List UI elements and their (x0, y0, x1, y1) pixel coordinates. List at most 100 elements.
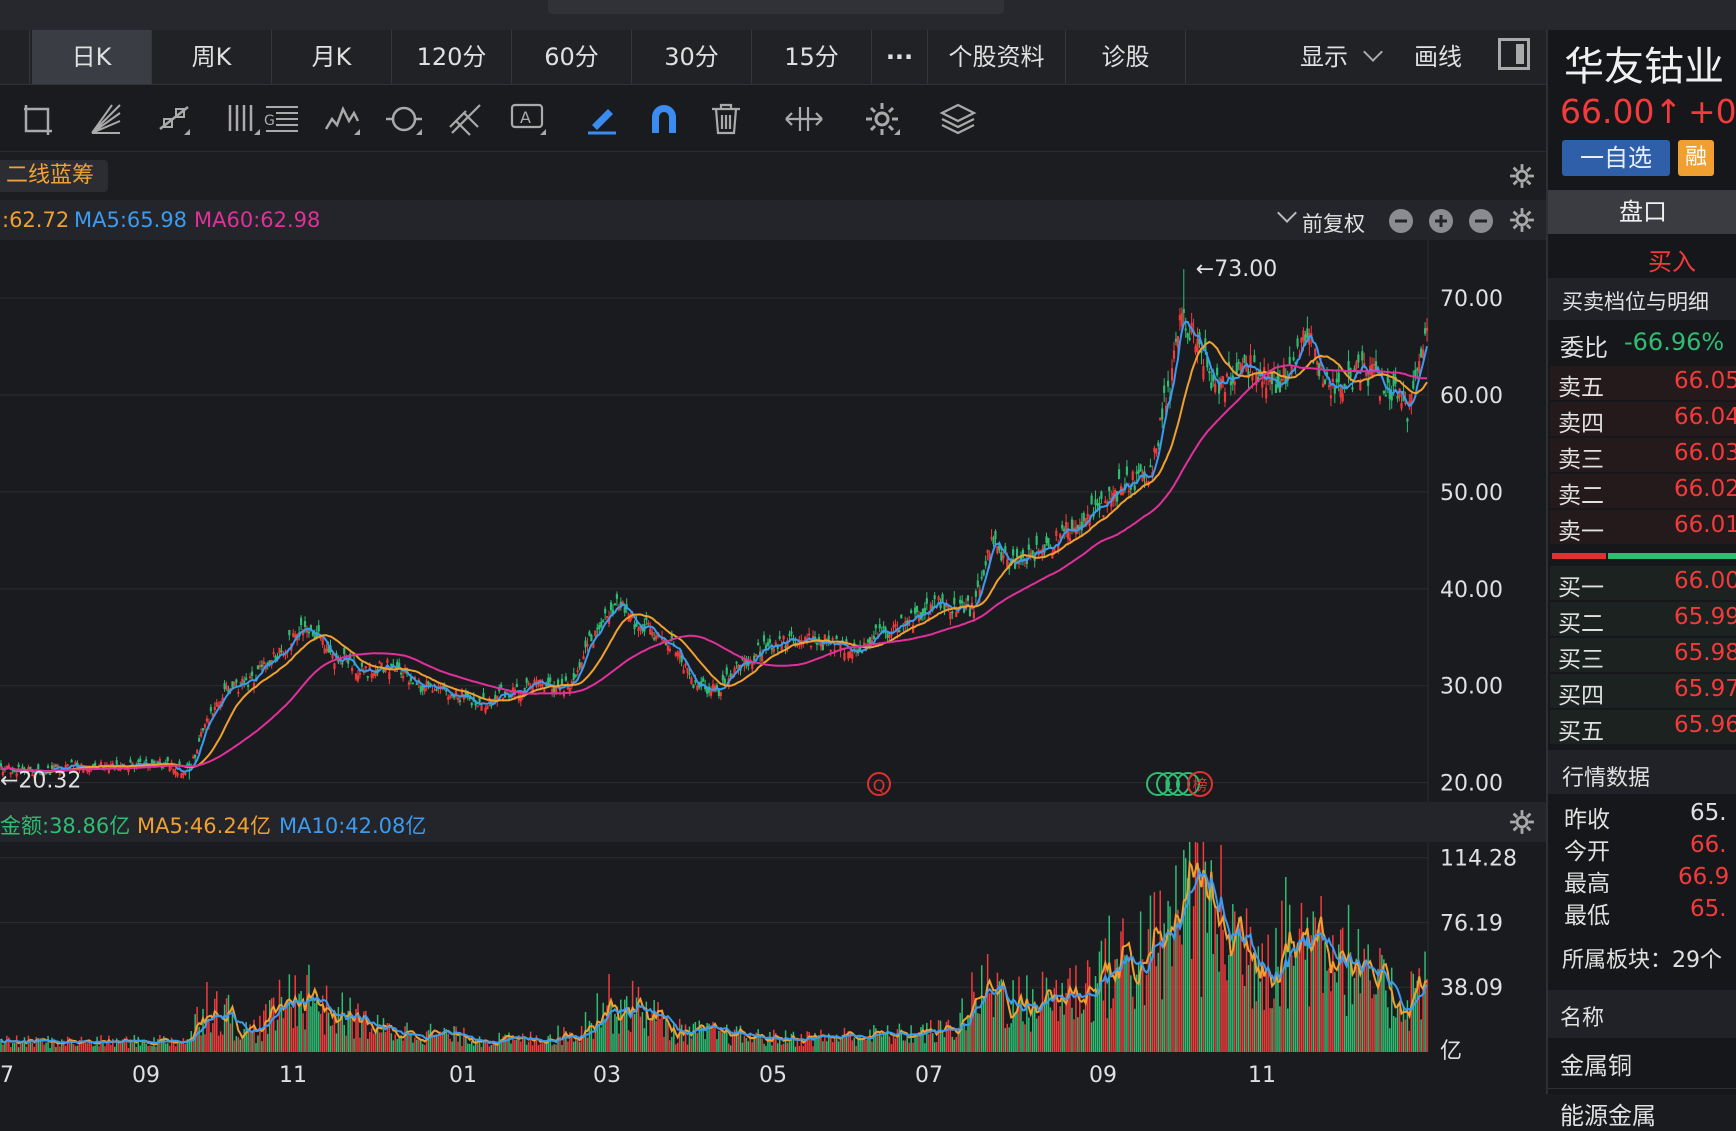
candle-body (866, 639, 870, 643)
chevron-down-icon (1277, 203, 1297, 223)
trash-icon[interactable] (706, 99, 746, 139)
pitchfork-icon[interactable] (446, 99, 486, 139)
volume-bar (288, 974, 291, 1052)
gear-icon[interactable] (1508, 808, 1536, 836)
orderbook-sell-row[interactable]: 卖二 66.02 (1550, 474, 1736, 509)
volume-bar (682, 1041, 685, 1052)
candle-body (388, 672, 391, 680)
volume-bar (898, 1023, 901, 1052)
search-box[interactable] (548, 0, 1004, 14)
volume-bar (1385, 990, 1387, 1052)
display-dropdown[interactable]: 显示 (1300, 30, 1383, 84)
candle-body (598, 624, 601, 630)
segment-icon[interactable] (154, 99, 194, 139)
candle-body (1323, 379, 1327, 384)
volume-bar (1035, 1018, 1038, 1052)
layers-icon[interactable] (938, 99, 978, 139)
tab-more[interactable]: ··· (872, 30, 928, 84)
orderbook-buy-row[interactable]: 买一 66.00 (1550, 566, 1736, 601)
candle-body (331, 654, 334, 659)
candle-body (1406, 418, 1409, 422)
candle-body (1341, 393, 1344, 402)
volume-bar (508, 1032, 510, 1052)
volume-bar (1216, 934, 1218, 1052)
zoom-in-icon[interactable] (1428, 208, 1454, 234)
add-watchlist-button[interactable]: 一自选 (1562, 140, 1670, 176)
tab-pankou[interactable]: 盘口 (1548, 190, 1736, 234)
tab-stock-profile[interactable]: 个股资料 (928, 30, 1066, 84)
event-badge-q[interactable]: Q (867, 772, 891, 796)
candle-body (431, 690, 434, 693)
candle-body (1316, 361, 1319, 365)
volume-bar (684, 1024, 687, 1052)
volume-bar (267, 1033, 269, 1052)
price-chart[interactable]: 70.00 60.00 50.00 40.00 30.00 20.00 ←73.00 ←2… (0, 240, 1546, 802)
tab-120min[interactable]: 120分 (392, 30, 512, 84)
orderbook-header: 买卖档位与明细 (1548, 278, 1736, 320)
candle-body (15, 773, 18, 777)
orderbook-sell-row[interactable]: 卖三 66.03 (1550, 438, 1736, 473)
event-badge-group[interactable]: L 榜 (1146, 771, 1213, 797)
volume-bar (1208, 882, 1211, 1052)
horizontal-scale-icon[interactable] (784, 99, 824, 139)
orderbook-sell-row[interactable]: 卖五 66.05 (1550, 366, 1736, 401)
volume-chart[interactable]: 114.28 76.19 38.09 亿 7 09 11 01 03 05 07 09 11 (0, 842, 1546, 1094)
gann-icon[interactable]: G (262, 99, 302, 139)
candle-body (872, 635, 875, 640)
candle-body (984, 561, 987, 566)
tab-diagnose[interactable]: 诊股 (1066, 30, 1186, 84)
candle-body (910, 610, 913, 614)
wave-icon[interactable] (322, 99, 362, 139)
volume-bar (1032, 989, 1034, 1052)
magnet-icon[interactable] (644, 99, 684, 139)
candle-body (303, 621, 307, 628)
orderbook-sell-row[interactable]: 卖四 66.04 (1550, 402, 1736, 437)
volume-bar (308, 964, 310, 1052)
volume-bar (529, 1031, 532, 1052)
tab-15min[interactable]: 15分 (752, 30, 872, 84)
tab-60min[interactable]: 60分 (512, 30, 632, 84)
buy-button[interactable]: 买入 (1648, 248, 1696, 276)
candle-body (596, 627, 599, 630)
candle-body (688, 672, 691, 675)
tab-week-k[interactable]: 周K (152, 30, 272, 84)
candle-body (1225, 373, 1229, 377)
tab-day-k[interactable]: 日K (32, 30, 152, 84)
candle-body (594, 630, 597, 637)
strategy-tag[interactable]: 二线蓝筹 (0, 160, 109, 192)
minus-icon[interactable] (1388, 208, 1414, 234)
orderbook-level-label: 卖三 (1558, 447, 1604, 473)
sector-count[interactable]: 所属板块：29个 (1562, 948, 1722, 973)
ma5-line (0, 320, 1428, 774)
settings-gear-icon[interactable] (862, 99, 902, 139)
adjust-mode-select[interactable]: 前复权 (1302, 212, 1365, 236)
tab-month-k[interactable]: 月K (272, 30, 392, 84)
volume-bar (702, 1027, 704, 1052)
sector-item[interactable]: 能源金属 (1560, 1102, 1656, 1130)
fan-lines-icon[interactable] (86, 99, 126, 139)
gear-icon[interactable] (1508, 206, 1536, 234)
zoom-out-icon[interactable] (1468, 208, 1494, 234)
cycle-icon[interactable] (384, 99, 424, 139)
tab-30min[interactable]: 30分 (632, 30, 752, 84)
panel-toggle-icon[interactable] (1498, 38, 1530, 70)
volume-bar (486, 1040, 489, 1052)
volume-bar (924, 1043, 926, 1052)
text-annotation-icon[interactable]: A (508, 99, 548, 139)
orderbook-buy-row[interactable]: 买二 65.99 (1550, 602, 1736, 637)
orderbook-buy-row[interactable]: 买三 65.98 (1550, 638, 1736, 673)
volume-bar (298, 993, 300, 1052)
crop-icon[interactable] (18, 99, 58, 139)
draw-line-button[interactable]: 画线 (1414, 43, 1462, 71)
orderbook-sell-row[interactable]: 卖一 66.01 (1550, 510, 1736, 545)
candle-body (137, 760, 140, 763)
gear-icon[interactable] (1508, 162, 1536, 190)
volume-bar (361, 1019, 363, 1052)
orderbook-buy-row[interactable]: 买五 65.96 (1550, 710, 1736, 745)
candle-body (292, 633, 295, 637)
volume-bar (318, 1011, 320, 1052)
vertical-lines-icon[interactable] (222, 99, 262, 139)
pencil-icon[interactable] (582, 99, 622, 139)
sector-item[interactable]: 金属铜 (1560, 1052, 1632, 1080)
orderbook-buy-row[interactable]: 买四 65.97 (1550, 674, 1736, 709)
